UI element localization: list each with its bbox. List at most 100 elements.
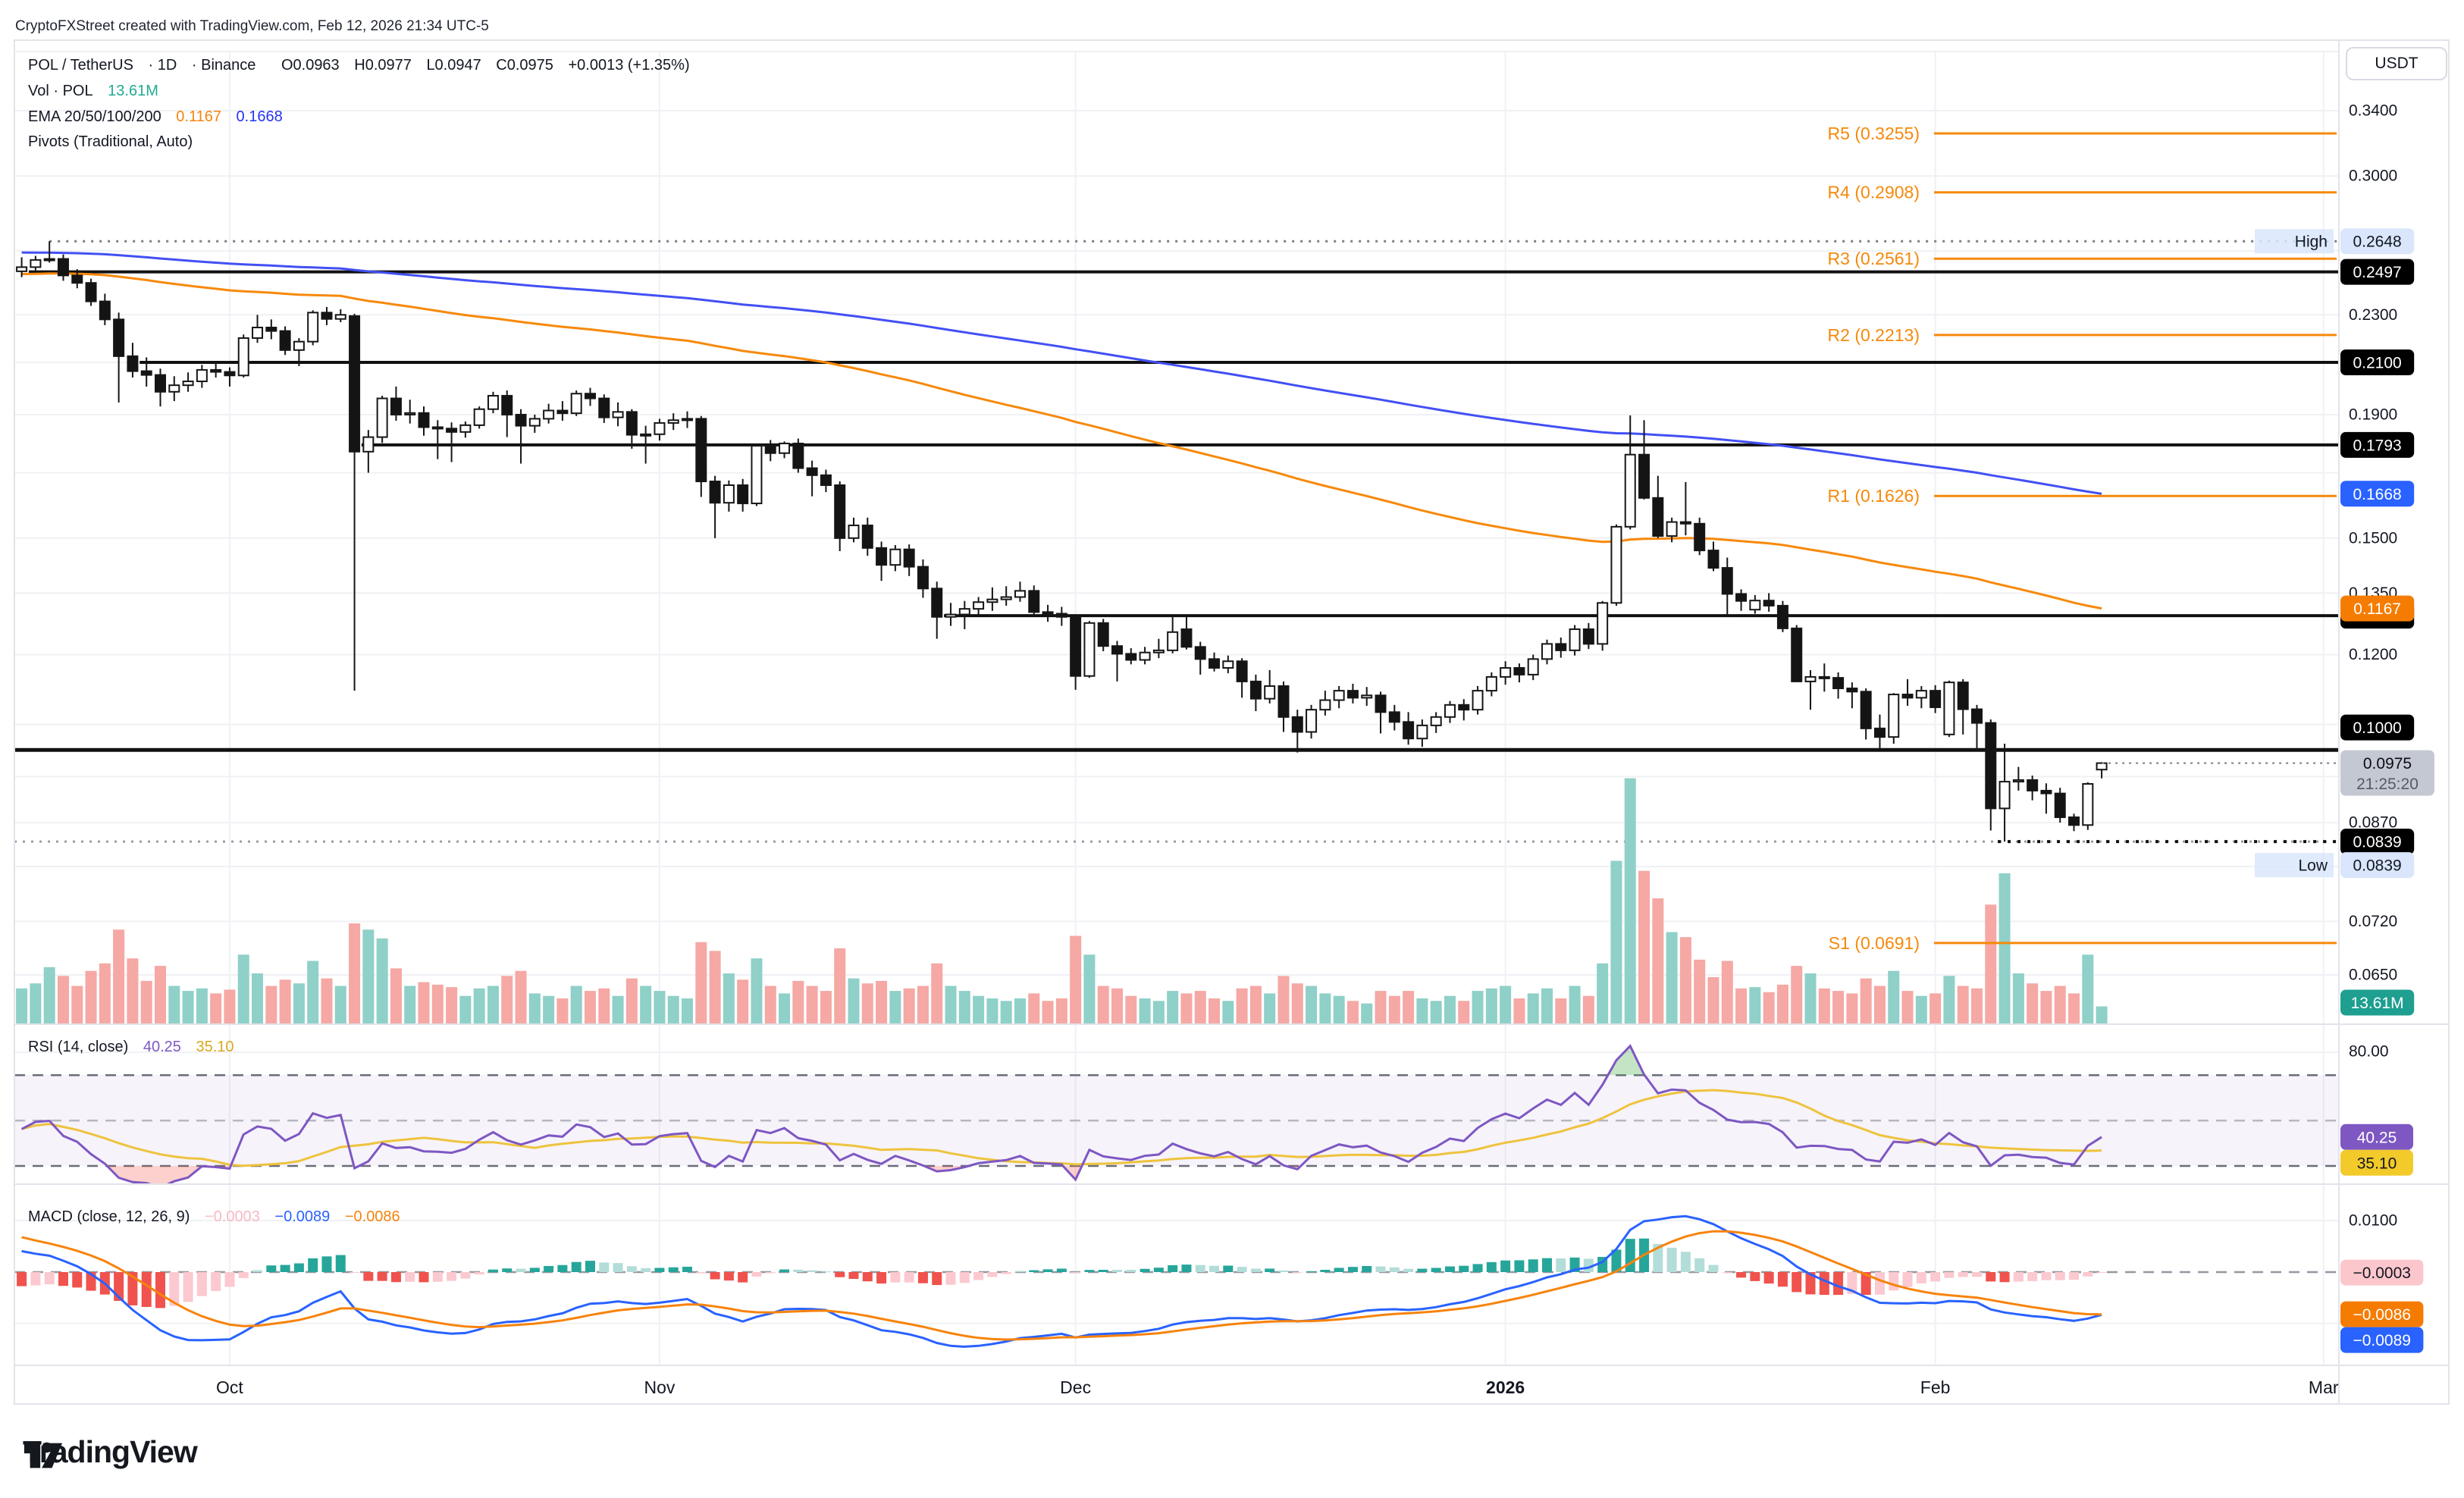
svg-text:0.1668: 0.1668 <box>2353 486 2401 503</box>
volume-tag: 13.61M <box>2340 989 2415 1016</box>
legend-ema-row: EMA 20/50/100/200 0.1167 0.1668 <box>28 108 293 126</box>
ohlc-open: O0.0963 <box>281 57 340 74</box>
price-axis[interactable]: 0.34000.30000.23000.19000.15000.13500.12… <box>2255 102 2434 1353</box>
candles <box>16 241 2108 842</box>
tradingview-logo-mark <box>24 1442 63 1468</box>
axis-tick-label: 0.2300 <box>2349 306 2397 324</box>
ema-fast-value: 0.1167 <box>176 108 221 125</box>
currency-toggle-button[interactable]: USDT <box>2346 47 2447 80</box>
svg-text:−0.0089: −0.0089 <box>2353 1332 2411 1349</box>
pivot-label: R3 (0.2561) <box>1828 249 1920 268</box>
svg-text:0.0839: 0.0839 <box>2353 857 2401 875</box>
svg-text:0.1167: 0.1167 <box>2353 600 2401 618</box>
rsi-value-tag: 40.25 <box>2340 1124 2413 1150</box>
macd-hist-tag: −0.0003 <box>2340 1259 2424 1286</box>
svg-text:0.2497: 0.2497 <box>2353 264 2401 281</box>
high-price-tag: 0.2648 <box>2340 228 2415 255</box>
header-caption: CryptoFXStreet created with TradingView.… <box>15 18 489 34</box>
svg-text:Low: Low <box>2298 857 2328 875</box>
axis-tick-label: 0.0650 <box>2349 967 2397 984</box>
svg-text:35.10: 35.10 <box>2357 1155 2397 1172</box>
rsi-line <box>20 1044 2102 1183</box>
svg-text:40.25: 40.25 <box>2357 1129 2397 1146</box>
ema-fast-tag: 0.1167 <box>2340 595 2415 622</box>
sr-price-tag: 0.2497 <box>2340 259 2415 285</box>
ohlc-change: +0.0013 (+1.35%) <box>568 57 690 74</box>
symbol-title[interactable]: POL / TetherUS · 1D · Binance <box>28 57 256 74</box>
ema-200-line <box>21 251 2102 495</box>
sr-price-tag: 0.2100 <box>2340 349 2415 375</box>
axis-tick-label: 0.3000 <box>2349 168 2397 185</box>
axis-tick-label: 0.0870 <box>2349 814 2397 832</box>
rsi-pane[interactable] <box>14 1044 2339 1188</box>
volume-label: Vol · POL <box>28 83 93 99</box>
time-axis-label: Dec <box>1060 1377 1091 1397</box>
svg-text:0.2100: 0.2100 <box>2353 354 2401 371</box>
time-axis-label: Nov <box>644 1377 675 1397</box>
macd-hist-value: −0.0003 <box>204 1208 260 1225</box>
price-pane[interactable] <box>14 240 2339 1023</box>
pivot-label: R5 (0.3255) <box>1828 124 1920 143</box>
macd-signal-tag: −0.0086 <box>2340 1301 2424 1327</box>
time-axis-label: Feb <box>1920 1377 1951 1397</box>
axis-tick-label: 0.1900 <box>2349 406 2397 423</box>
time-axis[interactable]: Oct Nov Dec 2026 Feb Mar <box>216 1377 2339 1397</box>
pivot-label: R1 (0.1626) <box>1828 486 1920 506</box>
macd-signal-value: −0.0086 <box>344 1208 400 1225</box>
ema-label: EMA 20/50/100/200 <box>28 108 161 125</box>
svg-text:0.1000: 0.1000 <box>2353 719 2401 737</box>
low-marker-label: Low <box>2255 853 2334 878</box>
ema-100-line <box>21 272 2102 610</box>
sr-price-tag: 0.1000 <box>2340 714 2415 741</box>
pivot-label: R2 (0.2213) <box>1828 325 1920 345</box>
svg-text:−0.0086: −0.0086 <box>2353 1306 2411 1324</box>
tradingview-logo[interactable]: TradingView <box>23 1434 198 1470</box>
volume-bars <box>16 778 2108 1023</box>
sr-price-tag: 0.0839 <box>2340 829 2415 855</box>
axis-tick-label: 0.0720 <box>2349 913 2397 930</box>
pivot-lines: R5 (0.3255) R4 (0.2908) R3 (0.2561) R2 (0.2… <box>1828 124 2337 953</box>
macd-axis-label: 0.0100 <box>2349 1212 2397 1230</box>
svg-text:0.1793: 0.1793 <box>2353 437 2401 454</box>
svg-text:0.2648: 0.2648 <box>2353 233 2401 251</box>
svg-text:13.61M: 13.61M <box>2351 995 2404 1012</box>
axis-tick-label: 0.1200 <box>2349 646 2397 663</box>
legend-macd-row: MACD (close, 12, 26, 9) −0.0003 −0.0089 … <box>28 1208 411 1226</box>
last-price-tag: 0.0975 21:25:20 <box>2340 750 2434 796</box>
volume-value: 13.61M <box>108 83 158 99</box>
macd-signal-line <box>21 1230 2102 1341</box>
time-axis-label: 2026 <box>1486 1377 1525 1397</box>
axis-tick-label: 0.1500 <box>2349 529 2397 547</box>
card-border <box>14 39 2450 1405</box>
rsi-axis-label: 80.00 <box>2349 1043 2389 1061</box>
time-axis-label: Oct <box>216 1377 243 1397</box>
ohlc-low: L0.0947 <box>426 57 481 74</box>
rsi-label: RSI (14, close) <box>28 1039 129 1055</box>
svg-text:21:25:20: 21:25:20 <box>2356 776 2419 793</box>
pivot-label: S1 (0.0691) <box>1829 933 1920 953</box>
macd-pane[interactable] <box>14 1214 2339 1348</box>
pivots-label: Pivots (Traditional, Auto) <box>28 133 193 150</box>
svg-text:0.0839: 0.0839 <box>2353 834 2401 851</box>
rsi-value: 40.25 <box>143 1039 181 1055</box>
time-axis-label: Mar <box>2309 1377 2339 1397</box>
high-marker-label: High <box>2255 229 2334 254</box>
sr-price-tag: 0.1793 <box>2340 431 2415 458</box>
svg-text:0.0975: 0.0975 <box>2363 755 2412 773</box>
macd-line <box>21 1214 2102 1348</box>
ohlc-high: H0.0977 <box>354 57 412 74</box>
legend-volume-row: Vol · POL 13.61M <box>28 83 169 100</box>
macd-label: MACD (close, 12, 26, 9) <box>28 1208 190 1225</box>
legend-pivots-row: Pivots (Traditional, Auto) <box>28 133 203 151</box>
rsi-ma-line <box>21 1089 2102 1167</box>
svg-text:−0.0003: −0.0003 <box>2353 1265 2411 1282</box>
ema-slow-tag: 0.1668 <box>2340 481 2415 507</box>
macd-line-value: −0.0089 <box>274 1208 331 1225</box>
pivot-label: R4 (0.2908) <box>1828 183 1920 202</box>
ohlc-close: C0.0975 <box>496 57 553 74</box>
low-price-tag: 0.0839 <box>2340 852 2415 879</box>
legend-rsi-row: RSI (14, close) 40.25 35.10 <box>28 1039 245 1056</box>
rsi-ma-tag: 35.10 <box>2340 1149 2413 1176</box>
legend-symbol-row: POL / TetherUS · 1D · Binance O0.0963 H0… <box>28 57 701 74</box>
